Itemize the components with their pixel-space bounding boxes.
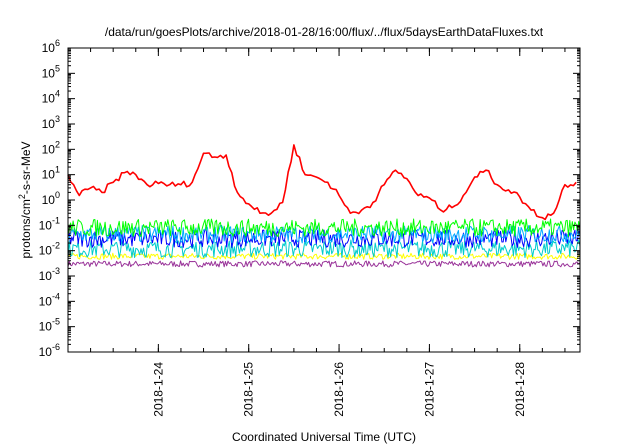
y-tick-label: 10-6 <box>39 342 60 359</box>
x-tick-label: 2018-1-28 <box>513 362 527 417</box>
y-axis-title-rest: -s-sr-MeV <box>19 141 33 194</box>
y-tick-base: 10 <box>39 294 53 308</box>
y-axis-title: protons/cm2-s-sr-MeV <box>17 141 33 258</box>
y-tick-exponent: -6 <box>52 342 60 352</box>
y-tick-base: 10 <box>39 218 53 232</box>
y-tick-label: 105 <box>42 63 60 80</box>
y-tick-label: 102 <box>42 139 60 156</box>
y-tick-base: 10 <box>39 320 53 334</box>
y-tick-base: 10 <box>42 92 56 106</box>
y-tick-exponent: 4 <box>55 89 60 99</box>
y-tick-exponent: 2 <box>55 139 60 149</box>
y-tick-label: 10-1 <box>39 215 60 232</box>
y-tick-exponent: -4 <box>52 291 60 301</box>
y-tick-exponent: -3 <box>52 266 60 276</box>
y-tick-base: 10 <box>39 244 53 258</box>
y-tick-base: 10 <box>39 345 53 359</box>
series-line-5 <box>67 252 581 260</box>
y-tick-label: 100 <box>42 190 60 207</box>
y-tick-label: 10-4 <box>39 291 60 308</box>
y-tick-label: 10-2 <box>39 241 60 258</box>
y-tick-label: 101 <box>42 165 60 182</box>
y-tick-exponent: -5 <box>52 317 60 327</box>
y-tick-base: 10 <box>42 193 56 207</box>
x-axis: 2018-1-24 2018-1-25 2018-1-26 2018-1-27 2018… <box>67 48 566 417</box>
y-axis: 10-610-510-410-310-210-11001011021031041… <box>39 38 580 359</box>
y-tick-label: 106 <box>42 38 60 55</box>
y-axis-title-sup: 2 <box>17 194 27 199</box>
y-tick-label: 10-3 <box>39 266 60 283</box>
y-tick-label: 104 <box>42 89 60 106</box>
y-axis-title-base: protons/cm <box>19 199 33 258</box>
y-tick-label: 103 <box>42 114 60 131</box>
x-tick-label: 2018-1-25 <box>242 362 256 417</box>
y-tick-exponent: -2 <box>52 241 60 251</box>
x-tick-label: 2018-1-27 <box>422 362 436 417</box>
series-line-1 <box>67 218 581 238</box>
series-line-4 <box>67 239 581 258</box>
x-tick-label: 2018-1-26 <box>332 362 346 417</box>
y-tick-exponent: 6 <box>55 38 60 48</box>
series-line-6 <box>67 260 581 268</box>
x-axis-title: Coordinated Universal Time (UTC) <box>232 430 416 444</box>
y-tick-base: 10 <box>42 41 56 55</box>
y-tick-base: 10 <box>42 66 56 80</box>
y-tick-exponent: -1 <box>52 215 60 225</box>
series-layer <box>67 144 581 268</box>
x-tick-label: 2018-1-24 <box>151 362 165 417</box>
y-tick-label: 10-5 <box>39 317 60 334</box>
y-tick-exponent: 1 <box>55 165 60 175</box>
y-tick-base: 10 <box>42 168 56 182</box>
y-tick-exponent: 0 <box>55 190 60 200</box>
plot-frame <box>67 47 581 353</box>
series-line-0 <box>67 144 577 221</box>
y-tick-base: 10 <box>42 117 56 131</box>
chart-title: /data/run/goesPlots/archive/2018-01-28/1… <box>105 25 544 39</box>
y-tick-base: 10 <box>39 269 53 283</box>
y-tick-exponent: 5 <box>55 63 60 73</box>
y-tick-base: 10 <box>42 142 56 156</box>
y-tick-exponent: 3 <box>55 114 60 124</box>
